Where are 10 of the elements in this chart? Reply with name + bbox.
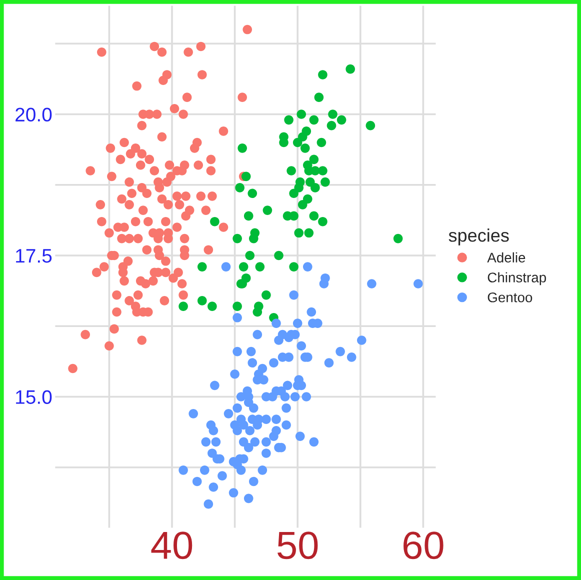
legend-label: Gentoo <box>488 292 532 302</box>
legend-label: Chinstrap <box>488 272 546 286</box>
y-tick-label: 20.0 <box>16 108 52 122</box>
x-tick-label: 60 <box>404 532 444 560</box>
y-tick-label: 17.5 <box>16 249 52 263</box>
legend-title: species <box>448 228 509 246</box>
x-tick-label: 50 <box>278 532 318 560</box>
legend-label: Adelie <box>487 252 526 263</box>
x-tick-label: 40 <box>151 532 192 560</box>
y-tick-label: 15.0 <box>16 390 52 404</box>
